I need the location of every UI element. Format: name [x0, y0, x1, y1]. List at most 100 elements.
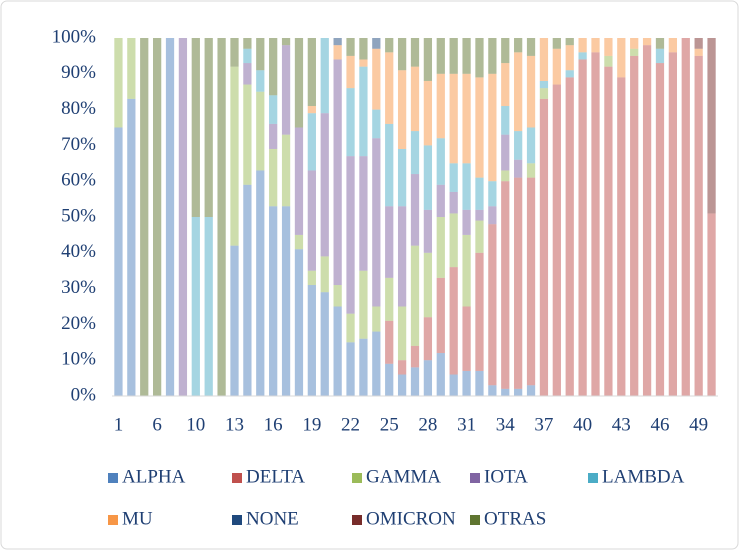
bar-segment — [449, 191, 458, 214]
legend-swatch — [352, 515, 362, 525]
legend-swatch — [108, 515, 118, 525]
legend-swatch — [470, 515, 480, 525]
x-tick-label: 25 — [380, 414, 399, 435]
bar-segment — [501, 134, 510, 171]
bar-segment — [178, 38, 188, 396]
bar-segment — [475, 209, 484, 221]
bar-segment — [462, 163, 471, 210]
bar-segment — [578, 38, 587, 53]
y-tick-label: 70% — [61, 134, 96, 155]
bar-segment — [256, 170, 265, 396]
bar-segment — [359, 59, 368, 67]
bar-segment — [514, 388, 523, 396]
bar-segment — [372, 38, 381, 49]
bar-segment — [140, 38, 149, 396]
bar-segment — [488, 38, 497, 74]
bar-segment — [501, 181, 510, 389]
bar-segment — [436, 277, 445, 354]
bar-segment — [385, 206, 394, 278]
legend-label: IOTA — [484, 466, 528, 487]
legend-swatch — [470, 473, 480, 483]
bar-segment — [565, 45, 574, 71]
bar-segment — [243, 84, 252, 185]
bar-segment — [488, 73, 497, 182]
bar-segment — [385, 52, 394, 124]
bar-segment — [307, 270, 316, 286]
bar-segment — [256, 38, 265, 71]
bar-segment — [217, 38, 226, 396]
bar-segment — [630, 48, 639, 56]
bar-segment — [410, 345, 420, 368]
bar-segment — [333, 285, 342, 307]
bar-segment — [256, 91, 265, 171]
bar-segment — [630, 55, 639, 397]
bar-segment — [423, 252, 433, 318]
bar-segment — [372, 109, 381, 139]
bar-segment — [359, 156, 368, 271]
bar-segment — [707, 213, 716, 396]
bar-segment — [436, 138, 445, 185]
bar-segment — [307, 113, 316, 171]
bar-segment — [397, 148, 407, 207]
bar-segment — [320, 38, 329, 114]
bar-segment — [410, 131, 420, 175]
bar-segment — [449, 73, 458, 164]
bar-segment — [230, 66, 239, 246]
bar-segment — [565, 38, 574, 46]
bar-segment — [526, 177, 536, 386]
bar-segment — [514, 177, 523, 389]
bar-segment — [191, 217, 200, 396]
bar-segment — [526, 55, 536, 128]
y-tick-label: 90% — [61, 62, 96, 83]
bar-segment — [359, 66, 368, 157]
bar-segment — [539, 80, 549, 89]
bar-segment — [423, 317, 433, 361]
bar-segment — [668, 38, 677, 53]
bar-segment — [410, 245, 420, 346]
bar-segment — [526, 385, 536, 396]
legend-label: LAMBDA — [602, 466, 685, 487]
bar-segment — [475, 177, 484, 210]
bar-segment — [449, 267, 458, 375]
bar-segment — [127, 98, 136, 397]
bar-segment — [281, 206, 291, 396]
bar-segment — [269, 123, 278, 149]
bar-segment — [359, 270, 368, 339]
bar-segment — [346, 88, 355, 157]
bar-segment — [630, 38, 639, 49]
bar-segment — [436, 184, 445, 217]
bar-segment — [333, 59, 342, 286]
bar-segment — [617, 77, 626, 396]
bar-segment — [668, 52, 677, 396]
x-tick-label: 28 — [418, 414, 437, 435]
x-tick-label: 10 — [186, 414, 205, 435]
bar-segment — [307, 170, 316, 271]
bar-segment — [436, 353, 445, 396]
bar-segment — [578, 59, 587, 396]
bar-segment — [385, 277, 394, 321]
bar-segment — [423, 145, 433, 210]
bar-segment — [617, 38, 626, 78]
bar-segment — [475, 38, 484, 78]
bar-segment — [462, 370, 471, 396]
bar-segment — [165, 38, 175, 396]
y-tick-label: 60% — [61, 170, 96, 191]
bar-segment — [449, 374, 458, 396]
bar-segment — [372, 48, 381, 110]
bar-segment — [359, 38, 368, 60]
bar-segment — [449, 163, 458, 192]
bar-segment — [307, 106, 316, 114]
bar-segment — [269, 38, 278, 96]
bar-segment — [269, 95, 278, 124]
bar-segment — [243, 38, 252, 49]
bar-segment — [294, 234, 304, 250]
bar-segment — [410, 38, 420, 67]
bar-segment — [552, 38, 561, 49]
bar-segment — [552, 84, 561, 396]
bar-segment — [565, 70, 574, 78]
x-tick-label: 43 — [612, 414, 631, 435]
bar-segment — [694, 38, 703, 49]
bar-segment — [346, 38, 355, 56]
bar-segment — [385, 320, 394, 364]
